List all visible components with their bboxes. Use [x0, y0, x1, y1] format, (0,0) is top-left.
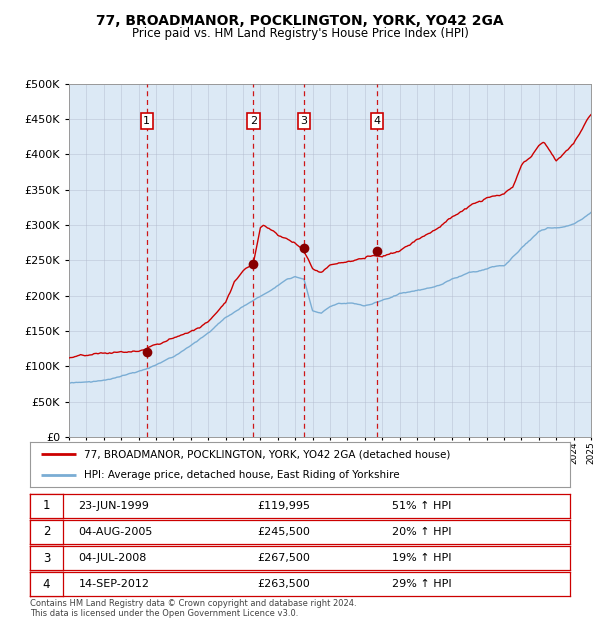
- Text: 2: 2: [43, 526, 50, 538]
- Text: 51% ↑ HPI: 51% ↑ HPI: [392, 501, 451, 511]
- Text: £245,500: £245,500: [257, 527, 310, 537]
- Text: 19% ↑ HPI: 19% ↑ HPI: [392, 553, 451, 563]
- Text: 2: 2: [250, 116, 257, 126]
- Text: Contains HM Land Registry data © Crown copyright and database right 2024.
This d: Contains HM Land Registry data © Crown c…: [30, 599, 356, 618]
- Text: 3: 3: [301, 116, 308, 126]
- Text: 4: 4: [43, 578, 50, 590]
- Text: 23-JUN-1999: 23-JUN-1999: [79, 501, 149, 511]
- Text: £119,995: £119,995: [257, 501, 310, 511]
- Text: HPI: Average price, detached house, East Riding of Yorkshire: HPI: Average price, detached house, East…: [84, 469, 400, 480]
- Text: 14-SEP-2012: 14-SEP-2012: [79, 579, 149, 589]
- Text: Price paid vs. HM Land Registry's House Price Index (HPI): Price paid vs. HM Land Registry's House …: [131, 27, 469, 40]
- Text: 20% ↑ HPI: 20% ↑ HPI: [392, 527, 451, 537]
- Text: 04-AUG-2005: 04-AUG-2005: [79, 527, 153, 537]
- Text: 4: 4: [374, 116, 381, 126]
- Text: £267,500: £267,500: [257, 553, 310, 563]
- Text: 77, BROADMANOR, POCKLINGTON, YORK, YO42 2GA: 77, BROADMANOR, POCKLINGTON, YORK, YO42 …: [96, 14, 504, 28]
- Text: £263,500: £263,500: [257, 579, 310, 589]
- Text: 1: 1: [43, 500, 50, 512]
- Text: 3: 3: [43, 552, 50, 564]
- Text: 29% ↑ HPI: 29% ↑ HPI: [392, 579, 451, 589]
- Text: 1: 1: [143, 116, 150, 126]
- Text: 04-JUL-2008: 04-JUL-2008: [79, 553, 147, 563]
- Text: 77, BROADMANOR, POCKLINGTON, YORK, YO42 2GA (detached house): 77, BROADMANOR, POCKLINGTON, YORK, YO42 …: [84, 449, 451, 459]
